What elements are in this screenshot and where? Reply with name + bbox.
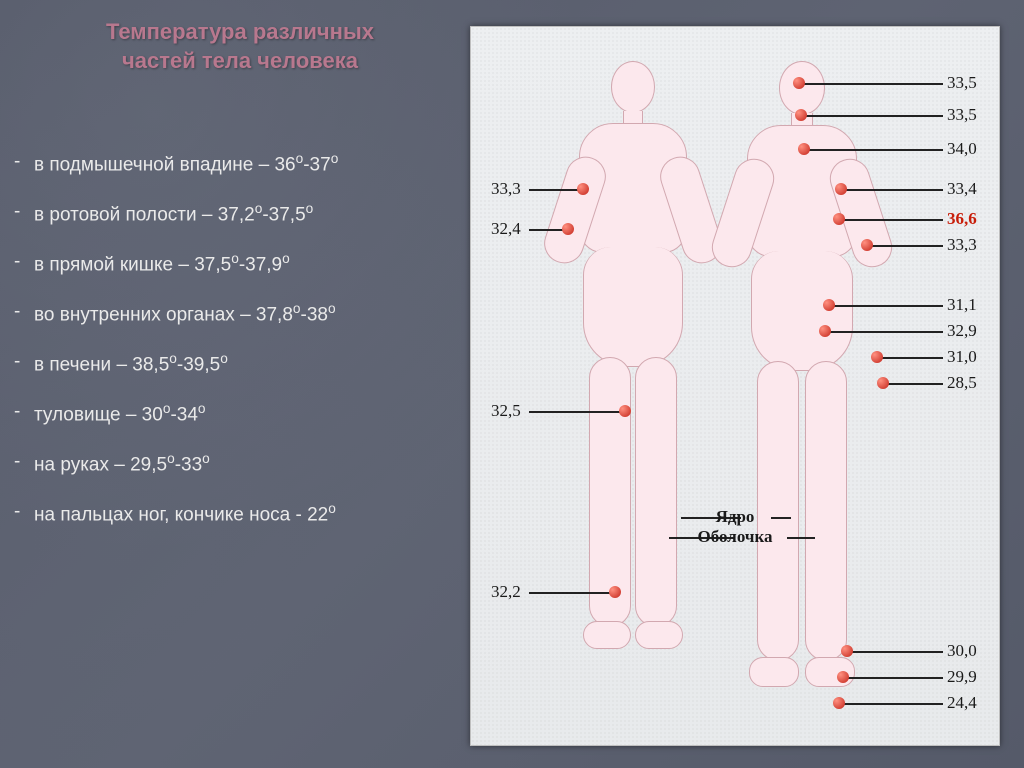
back-leg-left	[589, 357, 631, 627]
list-item-text: в печени – 38,5о-39,5о	[34, 350, 450, 378]
temp-label: 33,5	[947, 73, 977, 93]
lead-line	[529, 229, 564, 231]
temp-label: 33,3	[491, 179, 521, 199]
list-item: -на руках – 29,5о-33о	[10, 450, 450, 478]
temp-label: 30,0	[947, 641, 977, 661]
back-leg-right	[635, 357, 677, 627]
temp-label: 34,0	[947, 139, 977, 159]
back-foot-right	[635, 621, 683, 649]
bullet-dash: -	[10, 200, 34, 225]
temp-label: 33,3	[947, 235, 977, 255]
temp-label: 29,9	[947, 667, 977, 687]
bullet-dash: -	[10, 300, 34, 325]
temp-label: 32,4	[491, 219, 521, 239]
lead-line	[806, 149, 943, 151]
body-marker	[819, 325, 831, 337]
lead-line	[803, 115, 943, 117]
list-item-text: в подмышечной впадине – 36о-37о	[34, 150, 450, 178]
list-item: -туловище – 30о-34о	[10, 400, 450, 428]
body-marker	[877, 377, 889, 389]
body-marker	[837, 671, 849, 683]
lead-line	[841, 219, 943, 221]
list-item: -в подмышечной впадине – 36о-37о	[10, 150, 450, 178]
list-item-text: в ротовой полости – 37,2о-37,5о	[34, 200, 450, 228]
lead-line	[885, 383, 943, 385]
list-item-text: на пальцах ног, кончике носа - 22о	[34, 500, 450, 528]
title-line-2: частей тела человека	[122, 48, 358, 73]
bullet-dash: -	[10, 150, 34, 175]
temp-label: 28,5	[947, 373, 977, 393]
bullet-dash: -	[10, 500, 34, 525]
list-item: -на пальцах ног, кончике носа - 22о	[10, 500, 450, 528]
body-marker	[798, 143, 810, 155]
list-item: -в печени – 38,5о-39,5о	[10, 350, 450, 378]
lead-line	[529, 189, 579, 191]
body-marker	[795, 109, 807, 121]
temp-label: 32,2	[491, 582, 521, 602]
temp-label: 31,0	[947, 347, 977, 367]
list-item-text: в прямой кишке – 37,5о-37,9о	[34, 250, 450, 278]
body-marker	[823, 299, 835, 311]
body-marker	[577, 183, 589, 195]
back-foot-left	[583, 621, 631, 649]
front-foot-left	[749, 657, 799, 687]
list-item-text: во внутренних органах – 37,8о-38о	[34, 300, 450, 328]
list-item: -в ротовой полости – 37,2о-37,5о	[10, 200, 450, 228]
temp-label: 33,4	[947, 179, 977, 199]
core-lead-right	[771, 517, 791, 519]
lead-line	[831, 305, 943, 307]
lead-line	[849, 651, 943, 653]
bullet-dash: -	[10, 450, 34, 475]
bullet-dash: -	[10, 250, 34, 275]
body-marker	[861, 239, 873, 251]
body-marker	[841, 645, 853, 657]
list-item-text: на руках – 29,5о-33о	[34, 450, 450, 478]
lead-line	[827, 331, 943, 333]
temp-label: 32,5	[491, 401, 521, 421]
body-marker	[793, 77, 805, 89]
slide-title: Температура различных частей тела челове…	[30, 18, 450, 75]
list-item: -во внутренних органах – 37,8о-38о	[10, 300, 450, 328]
shell-lead-right	[787, 537, 815, 539]
body-marker	[871, 351, 883, 363]
lead-line	[843, 189, 943, 191]
center-labels: Ядро Оболочка	[698, 507, 773, 547]
core-label: Ядро	[698, 507, 773, 527]
list-item-text: туловище – 30о-34о	[34, 400, 450, 428]
temp-label: 24,4	[947, 693, 977, 713]
body-marker	[833, 697, 845, 709]
temp-label: 32,9	[947, 321, 977, 341]
lead-line	[879, 357, 943, 359]
lead-line	[869, 245, 943, 247]
body-marker	[562, 223, 574, 235]
body-marker	[833, 213, 845, 225]
back-hips	[583, 247, 683, 367]
front-hips	[751, 251, 853, 371]
shell-label: Оболочка	[698, 527, 773, 547]
body-marker	[619, 405, 631, 417]
body-marker	[609, 586, 621, 598]
lead-line	[841, 703, 943, 705]
body-marker	[835, 183, 847, 195]
front-foot-right	[805, 657, 855, 687]
bullet-dash: -	[10, 350, 34, 375]
front-leg-right	[805, 361, 847, 661]
back-head	[611, 61, 655, 113]
panel-background	[471, 27, 999, 745]
lead-line	[845, 677, 943, 679]
lead-line	[529, 411, 621, 413]
temp-label: 36,6	[947, 209, 977, 229]
lead-line	[529, 592, 611, 594]
list-item: -в прямой кишке – 37,5о-37,9о	[10, 250, 450, 278]
temp-label: 31,1	[947, 295, 977, 315]
temp-label: 33,5	[947, 105, 977, 125]
lead-line	[801, 83, 943, 85]
body-diagram-panel: Ядро Оболочка 33,3 32,4 32,5 32,2 33,5 33,5 34…	[470, 26, 1000, 746]
temperature-list: -в подмышечной впадине – 36о-37о-в ротов…	[10, 150, 450, 550]
bullet-dash: -	[10, 400, 34, 425]
title-line-1: Температура различных	[106, 19, 374, 44]
